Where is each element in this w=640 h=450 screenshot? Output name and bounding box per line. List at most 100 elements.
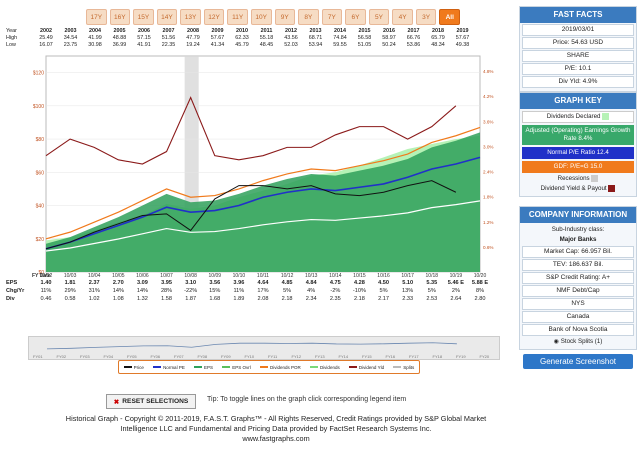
year-cell: 74.84 bbox=[333, 35, 347, 41]
eps-table-row: Div 0.46 0.58 1.02 1.08 1.32 1.58 1.87 1.68 1.89 2… bbox=[0, 296, 510, 304]
year-cell: 23.75 bbox=[63, 42, 78, 48]
tab-all[interactable]: All bbox=[439, 9, 460, 25]
key-gdf[interactable]: GDF: P/E=G 15.0 bbox=[522, 161, 634, 174]
eps-cell: 4.84 bbox=[305, 280, 317, 286]
earnings-area bbox=[46, 132, 480, 272]
eps-cell: 4.75 bbox=[329, 280, 341, 286]
mini-tick-label: FY19 bbox=[456, 354, 466, 359]
y-tick-label: $120 bbox=[33, 71, 44, 77]
year-cell: 25.49 bbox=[39, 35, 53, 41]
fact-share[interactable]: SHARE bbox=[522, 50, 634, 62]
year-cell: 34.54 bbox=[63, 35, 78, 41]
generate-screenshot-button[interactable]: Generate Screenshot bbox=[523, 354, 633, 369]
eps-cell: 8% bbox=[475, 288, 485, 294]
legend-item[interactable]: Dividend Yld bbox=[348, 365, 384, 370]
legend-item[interactable]: Splits bbox=[393, 365, 414, 370]
legend-item[interactable]: Price bbox=[123, 365, 144, 370]
legend-item[interactable]: Normal PE bbox=[153, 365, 185, 370]
tab-15y[interactable]: 15Y bbox=[133, 9, 154, 25]
year-cell: 48.34 bbox=[431, 42, 445, 48]
year-cell: 2007 bbox=[162, 28, 175, 34]
y-tick-label: $40 bbox=[36, 204, 45, 210]
tab-5y[interactable]: 5Y bbox=[368, 9, 390, 25]
key-adjusted-earnings[interactable]: Adjusted (Operating) Earnings Growth Rat… bbox=[522, 125, 634, 146]
subindustry-value: Major Banks bbox=[559, 236, 597, 243]
x-tick-label: 10/06 bbox=[136, 273, 149, 278]
stock-splits[interactable]: ◉ Stock Splits (1) bbox=[553, 338, 603, 345]
reset-selections-button[interactable]: ✖ RESET SELECTIONS bbox=[106, 394, 196, 409]
tab-12y[interactable]: 12Y bbox=[203, 9, 225, 25]
timeline-navigator[interactable]: FY01 FY02 FY03 FY04 FY05 FY06 FY07 FY08 FY09 FY10… bbox=[28, 336, 500, 360]
x-tick-label: 10/12 bbox=[281, 273, 294, 278]
eps-cell: 3.56 bbox=[209, 280, 221, 286]
eps-cell: 2.08 bbox=[257, 296, 269, 302]
dividend-yield-line bbox=[45, 96, 457, 165]
tab-11y[interactable]: 11Y bbox=[227, 9, 248, 25]
mini-tick-label: FY02 bbox=[57, 354, 67, 359]
eps-cell: 11% bbox=[40, 288, 52, 294]
year-cell: 2004 bbox=[89, 28, 101, 34]
tab-6y[interactable]: 6Y bbox=[345, 9, 366, 25]
eps-cell: -10% bbox=[352, 288, 366, 294]
tab-3y[interactable]: 3Y bbox=[415, 9, 437, 25]
footer-line-2: Intelligence LLC and Fundamental and Pri… bbox=[120, 424, 432, 433]
key-dividend-yield[interactable]: Dividend Yield & Payout bbox=[522, 185, 634, 193]
tab-10y[interactable]: 10Y bbox=[250, 9, 272, 25]
year-cell: 2008 bbox=[187, 28, 199, 34]
year-cell: 57.67 bbox=[455, 35, 470, 41]
key-dividends-declared[interactable]: Dividends Declared bbox=[522, 111, 634, 124]
year-cell: 19.24 bbox=[186, 42, 200, 48]
y-tick-label: $100 bbox=[33, 104, 44, 110]
year-cell: 66.76 bbox=[406, 35, 421, 41]
legend-swatch-icon bbox=[123, 366, 132, 368]
x-tick-label: 10/02 bbox=[40, 273, 53, 278]
graph-key-panel: GRAPH KEY Dividends Declared Adjusted (O… bbox=[519, 92, 637, 198]
eps-cell: 2.80 bbox=[474, 296, 486, 302]
row-label: Chg/Yr bbox=[6, 288, 25, 294]
legend-item[interactable]: EPS bbox=[194, 365, 213, 370]
tab-9y[interactable]: 9Y bbox=[274, 9, 296, 25]
year-cell: 57.15 bbox=[137, 35, 151, 41]
x-tick-label: 10/03 bbox=[64, 273, 77, 278]
eps-cell: 1.58 bbox=[161, 296, 172, 302]
y2-tick-label: 4.2% bbox=[483, 94, 493, 99]
footer-link[interactable]: www.fastgraphs.com bbox=[242, 434, 310, 443]
x-tick-label: FY Date bbox=[32, 273, 51, 278]
eps-cell: 0.46 bbox=[40, 296, 52, 302]
mini-tick-label: FY14 bbox=[339, 354, 349, 359]
key-normal-pe[interactable]: Normal P/E Ratio 12.4 bbox=[522, 147, 634, 160]
tab-7y[interactable]: 7Y bbox=[321, 9, 343, 25]
y-tick-label: $0 bbox=[38, 270, 44, 276]
x-tick-label: 10/07 bbox=[160, 273, 173, 278]
year-cell: 59.55 bbox=[333, 42, 347, 48]
legend-item[interactable]: EPS Ovrl bbox=[222, 365, 251, 370]
tab-13y[interactable]: 13Y bbox=[180, 9, 201, 25]
year-cell: 57.67 bbox=[210, 35, 225, 41]
legend-item[interactable]: Dividends POR bbox=[259, 365, 301, 370]
y2-tick-label: 1.8% bbox=[483, 195, 493, 200]
debt-cap: NMF Debt/Cap bbox=[522, 285, 634, 297]
tab-17y[interactable]: 17Y bbox=[86, 9, 107, 25]
tab-16y[interactable]: 16Y bbox=[109, 9, 131, 25]
eps-table-row: EPS 1.40 1.81 2.37 2.70 3.09 3.95 3.10 3.56 3.96 4… bbox=[0, 280, 510, 288]
eps-cell: 28% bbox=[160, 288, 173, 294]
range-tabs: 17Y 16Y 15Y 14Y 13Y 12Y 11Y 10Y 9Y 8Y 7Y 6Y 5Y 4Y 3Y Al… bbox=[86, 7, 460, 25]
key-recessions[interactable]: Recessions bbox=[522, 175, 634, 183]
eps-cell: 2.18 bbox=[281, 296, 293, 302]
tab-4y[interactable]: 4Y bbox=[392, 9, 413, 25]
year-cell: 51.56 bbox=[161, 35, 176, 41]
legend-item[interactable]: Dividends bbox=[309, 365, 340, 370]
eps-cell: 2.70 bbox=[112, 280, 124, 286]
eps-cell: 1.40 bbox=[40, 280, 52, 286]
price-line bbox=[45, 180, 457, 250]
tab-14y[interactable]: 14Y bbox=[156, 9, 178, 25]
eps-cell: 1.81 bbox=[64, 280, 76, 286]
x-tick-label: 10/13 bbox=[305, 273, 318, 278]
eps-cell: 1.32 bbox=[136, 296, 148, 302]
tab-8y[interactable]: 8Y bbox=[298, 9, 319, 25]
gdf-line bbox=[45, 126, 481, 240]
legend-label: Normal PE bbox=[163, 364, 185, 370]
x-tick-label: 10/18 bbox=[426, 273, 439, 278]
graph-key-title: GRAPH KEY bbox=[520, 93, 636, 109]
year-cell: 49.38 bbox=[455, 42, 470, 48]
